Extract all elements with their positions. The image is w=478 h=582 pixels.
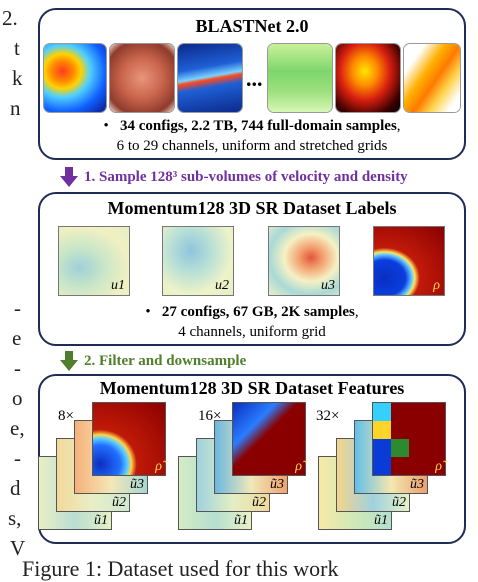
- downsample-factor-32x: 32×: [316, 408, 340, 424]
- text-fragment: t: [14, 36, 20, 60]
- simulation-thumbnail: [44, 44, 106, 112]
- blastnet-channels-line: 6 to 29 channels, uniform and stretched …: [116, 138, 388, 154]
- feature-layer-rho: ρ̃: [92, 402, 166, 476]
- layer-label: ũ2: [112, 495, 126, 510]
- figure-caption: Figure 1: Dataset used for this work: [22, 556, 339, 581]
- sample-step-label: 1. Sample 128³ sub-volumes of velocity a…: [84, 168, 408, 185]
- layer-label: ũ1: [94, 513, 108, 528]
- layer-label: ũ2: [392, 495, 406, 510]
- text-fragment: e: [12, 326, 22, 350]
- velocity-panel-u2: u2: [162, 226, 234, 296]
- blastnet-stats-rest: ,: [396, 118, 401, 134]
- layer-label: ũ3: [410, 477, 424, 492]
- text-fragment: 2.: [2, 6, 18, 30]
- density-cell: [373, 439, 391, 475]
- text-fragment: s,: [8, 506, 22, 530]
- velocity-panel-u1: u1: [58, 226, 130, 296]
- downsample-factor-8x: 8×: [58, 408, 74, 424]
- labels-stats-bold: 27 configs, 67 GB, 2K samples: [161, 304, 355, 320]
- simulation-thumbnail: [404, 44, 460, 112]
- density-cell: [391, 439, 409, 457]
- text-fragment: o: [12, 386, 23, 410]
- text-fragment: d: [10, 476, 21, 500]
- bullet-dot: •: [145, 304, 162, 320]
- velocity-panel-u3: u3: [268, 226, 340, 296]
- sample-step: 1. Sample 128³ sub-volumes of velocity a…: [60, 167, 408, 187]
- layer-label: ũ3: [130, 477, 144, 492]
- labels-box: Momentum128 3D SR Dataset Labels u1 u2 u…: [38, 192, 466, 346]
- labels-stats-rest: ,: [354, 304, 359, 320]
- labels-title: Momentum128 3D SR Dataset Labels: [107, 198, 397, 218]
- panel-label: u1: [111, 278, 125, 293]
- simulation-thumbnail: [268, 44, 332, 112]
- simulation-thumbnail: [110, 44, 174, 112]
- layer-label: ũ1: [374, 513, 388, 528]
- layer-label: ũ3: [270, 477, 284, 492]
- blastnet-stats-line: • 34 configs, 2.2 TB, 744 full-domain sa…: [40, 118, 464, 135]
- features-box: Momentum128 3D SR Dataset Features 8× ũ1…: [38, 374, 466, 544]
- panel-label: ρ: [433, 278, 440, 293]
- bullet-dot: •: [103, 118, 120, 134]
- panel-label: u3: [321, 278, 335, 293]
- text-fragment: -: [14, 446, 21, 470]
- text-fragment: n: [10, 96, 21, 120]
- layer-label: ρ̃: [155, 459, 162, 474]
- layer-label: ρ̃: [435, 459, 442, 474]
- down-arrow-icon: [60, 351, 78, 371]
- density-panel-rho: ρ: [373, 226, 445, 296]
- labels-channels-line: 4 channels, uniform grid: [178, 324, 326, 340]
- panel-label: u2: [215, 278, 229, 293]
- features-title: Momentum128 3D SR Dataset Features: [99, 378, 405, 398]
- density-cell: [373, 421, 391, 439]
- blastnet-box: BLASTNet 2.0 ... • 34 configs, 2.2 TB, 7…: [38, 8, 466, 160]
- blastnet-stats-bold: 34 configs, 2.2 TB, 744 full-domain samp…: [119, 118, 397, 134]
- labels-stats-line: • 27 configs, 67 GB, 2K samples,: [40, 304, 464, 321]
- simulation-thumbnail: [178, 44, 242, 112]
- text-fragment: e,: [10, 416, 25, 440]
- feature-layer-rho: ρ̃: [372, 402, 446, 476]
- text-fragment: k: [12, 66, 23, 90]
- filter-step-label: 2. Filter and downsample: [84, 352, 247, 369]
- more-ellipsis: ...: [246, 66, 263, 91]
- layer-label: ρ̃: [295, 459, 302, 474]
- text-fragment: V: [10, 536, 26, 560]
- down-arrow-icon: [60, 167, 78, 187]
- text-fragment: -: [14, 296, 21, 320]
- layer-label: ũ2: [252, 495, 266, 510]
- text-fragment: -: [14, 356, 21, 380]
- simulation-thumbnail: [336, 44, 400, 112]
- filter-step: 2. Filter and downsample: [60, 351, 246, 371]
- layer-label: ũ1: [234, 513, 248, 528]
- feature-layer-rho: ρ̃: [232, 402, 306, 476]
- blastnet-title: BLASTNet 2.0: [195, 16, 309, 36]
